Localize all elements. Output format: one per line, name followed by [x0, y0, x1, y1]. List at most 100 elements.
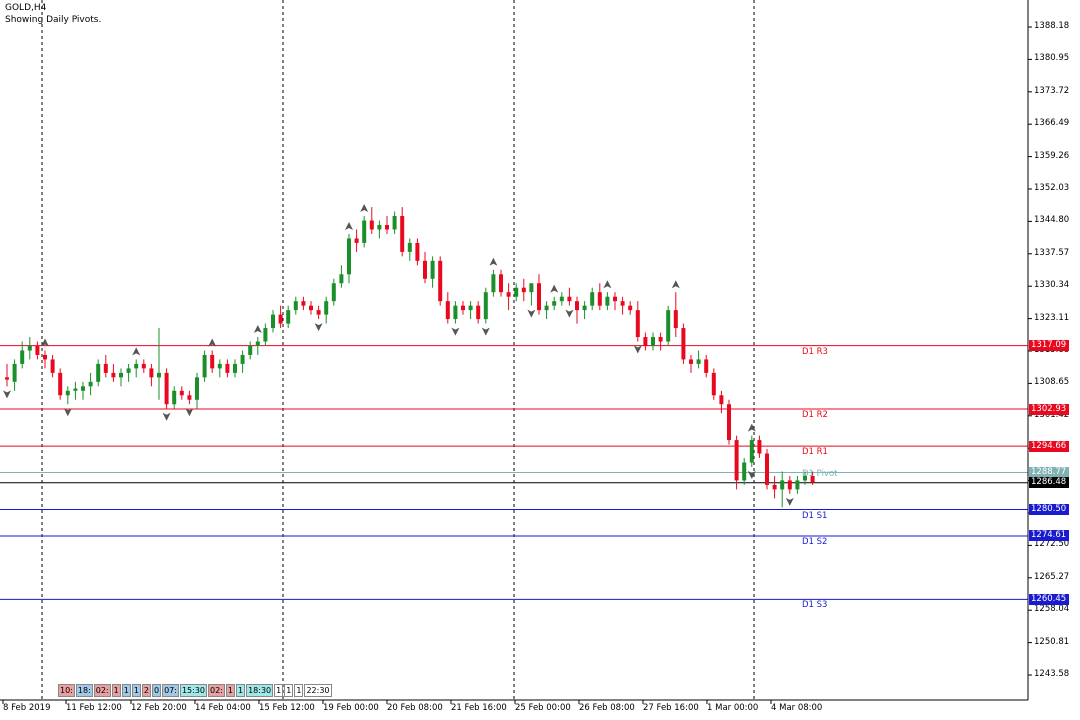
candle-body — [552, 301, 557, 306]
candle-body — [643, 337, 648, 346]
candle — [149, 363, 154, 387]
candle-body — [711, 372, 716, 396]
candle — [483, 287, 488, 324]
session-cell: 1 — [225, 684, 235, 697]
price-tag-d1-r3: 1317.09 — [1029, 340, 1069, 352]
candle — [521, 278, 526, 302]
candle-body — [35, 345, 40, 355]
candle-body — [651, 337, 655, 346]
candle — [309, 301, 313, 315]
candle — [179, 386, 184, 400]
candle — [263, 323, 268, 346]
candle-body — [453, 305, 458, 320]
candle — [810, 471, 815, 485]
price-tick-label: 1265.27 — [1034, 571, 1070, 582]
candle-body — [537, 283, 541, 311]
candle — [423, 251, 427, 284]
candle — [430, 256, 435, 288]
candle-body — [255, 341, 260, 346]
candle — [476, 301, 481, 324]
candle — [217, 359, 222, 378]
candle — [468, 301, 473, 320]
candle — [689, 354, 693, 373]
candle-body — [681, 328, 686, 360]
candle-body — [210, 354, 215, 369]
candle-body — [696, 359, 701, 364]
candle — [673, 292, 678, 338]
session-cell: 10: — [58, 684, 75, 697]
candle — [362, 216, 367, 248]
pivot-label-d1-s1: D1 S1 — [802, 510, 828, 521]
price-tag-d1-s2: 1274.61 — [1029, 530, 1069, 542]
fractal-up-marker — [671, 280, 680, 289]
candle-body — [316, 310, 321, 315]
candle — [742, 458, 747, 485]
candle-body — [719, 395, 724, 405]
price-tick-label: 1272.50 — [1034, 539, 1070, 550]
candle-body — [179, 390, 184, 396]
candle — [696, 350, 701, 369]
price-tick-label: 1359.26 — [1034, 150, 1070, 161]
candle-body — [149, 368, 154, 378]
candle-body — [666, 310, 671, 342]
candle — [12, 359, 17, 391]
candle-body — [704, 359, 709, 373]
candle — [88, 372, 93, 396]
candle-body — [430, 260, 435, 279]
time-tick-label: 8 Feb 2019 — [3, 703, 51, 713]
candle — [369, 207, 374, 234]
price-tick-label: 1308.65 — [1034, 377, 1070, 388]
candle-body — [293, 301, 298, 311]
period-separators — [41, 0, 755, 700]
candle-body — [157, 372, 161, 378]
time-tick-label: 26 Feb 08:00 — [579, 703, 635, 713]
fractal-up-marker — [208, 338, 217, 347]
candle — [202, 350, 207, 382]
candle — [651, 332, 655, 351]
candle-body — [233, 363, 237, 373]
candle — [385, 216, 389, 234]
price-tick-label: 1243.58 — [1034, 669, 1070, 679]
price-tag-d1-pivot: 1288.77 — [1029, 466, 1069, 478]
candle — [271, 310, 275, 333]
candle-body — [582, 305, 587, 311]
candle-body — [217, 363, 222, 369]
fractal-down-marker — [185, 408, 194, 417]
candle-body — [309, 305, 313, 311]
candle — [803, 471, 807, 485]
price-tick-label: 1323.11 — [1034, 312, 1070, 323]
candle-body — [111, 372, 116, 378]
candle-body — [301, 301, 306, 306]
candle-body — [491, 274, 496, 293]
candle — [134, 359, 139, 378]
session-cell: 1 — [284, 684, 294, 697]
candle-body — [225, 363, 230, 373]
candle-body — [575, 301, 579, 311]
session-cell: 18: — [75, 684, 93, 697]
time-tick-label: 1 Mar 00:00 — [707, 703, 759, 713]
candle-body — [141, 363, 146, 369]
price-tick-label: 1258.04 — [1034, 604, 1070, 615]
candle — [757, 435, 762, 459]
candle — [195, 372, 199, 409]
session-cell: 1 — [111, 684, 121, 697]
candle-body — [757, 440, 762, 454]
time-tick-label: 20 Feb 08:00 — [387, 703, 443, 713]
candle — [248, 341, 253, 360]
candle — [415, 238, 420, 266]
pivot-label-d1-s3: D1 S3 — [802, 600, 828, 611]
candle-body — [559, 296, 564, 302]
candle — [613, 292, 617, 311]
candle — [529, 283, 534, 306]
candle-body — [240, 354, 245, 364]
candle — [255, 337, 260, 355]
price-tick-label: 1337.57 — [1034, 247, 1070, 258]
candle — [293, 296, 298, 315]
candle-body — [43, 354, 47, 360]
candle-body — [392, 216, 397, 230]
candle-body — [628, 305, 633, 311]
candle — [50, 354, 55, 378]
candle — [727, 399, 731, 445]
